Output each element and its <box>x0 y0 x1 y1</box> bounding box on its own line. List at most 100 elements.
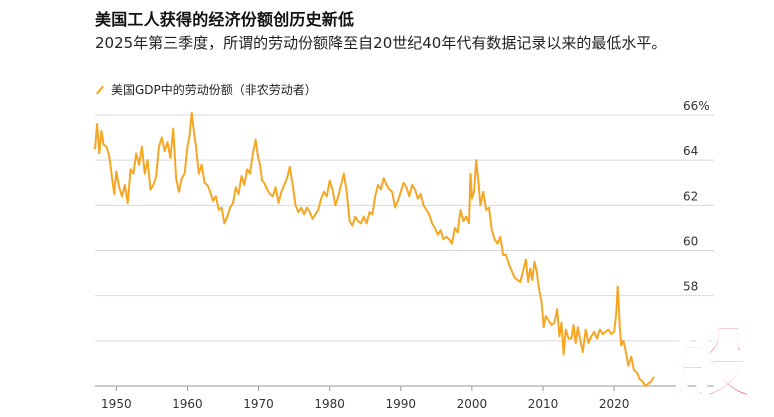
data-point <box>548 319 550 322</box>
data-point <box>300 207 302 209</box>
data-point <box>320 198 322 200</box>
data-point <box>414 188 416 191</box>
data-point <box>360 222 362 224</box>
data-point <box>573 324 575 326</box>
data-point <box>130 168 132 170</box>
data-point <box>166 141 169 143</box>
data-point <box>596 338 598 340</box>
y-tick-label: 66% <box>683 99 710 113</box>
data-point <box>519 281 521 283</box>
data-point <box>653 376 655 378</box>
data-point <box>314 213 316 215</box>
data-point <box>615 313 617 315</box>
data-point <box>144 173 146 175</box>
data-point <box>400 191 402 193</box>
data-point <box>383 177 385 179</box>
data-point <box>115 170 117 173</box>
data-point <box>303 213 305 215</box>
data-point <box>522 270 524 272</box>
data-point <box>590 335 593 337</box>
data-point <box>579 338 581 340</box>
data-point <box>397 200 399 202</box>
data-point <box>607 328 610 331</box>
data-point <box>434 227 436 229</box>
data-point <box>568 338 570 340</box>
data-point <box>617 297 620 299</box>
labor-share-line <box>94 111 655 387</box>
data-point <box>124 184 126 186</box>
data-point <box>545 315 547 317</box>
data-point <box>243 184 245 186</box>
data-point <box>235 186 237 188</box>
data-point <box>511 270 513 272</box>
data-point <box>550 324 553 326</box>
data-point <box>259 164 261 166</box>
data-point <box>496 243 499 245</box>
data-point <box>149 188 152 191</box>
data-point <box>531 279 533 281</box>
data-point <box>428 213 430 215</box>
data-point <box>189 134 191 136</box>
data-point <box>624 349 627 351</box>
data-point <box>541 301 543 303</box>
data-point <box>294 204 297 206</box>
data-point <box>261 179 263 182</box>
data-point <box>582 351 584 353</box>
data-point <box>223 222 225 224</box>
data-point <box>485 209 487 211</box>
data-point <box>203 182 206 184</box>
data-point <box>164 150 166 152</box>
gridlines <box>95 114 714 387</box>
data-point <box>459 209 462 211</box>
data-point <box>619 326 621 328</box>
x-tick-label: 2000 <box>457 397 488 411</box>
data-point <box>343 173 345 175</box>
data-point <box>232 202 234 204</box>
data-point <box>172 127 174 130</box>
data-point <box>309 211 311 213</box>
x-axis-ticks: 1950 1960 1970 1980 1990 2000 2010 2020 <box>101 386 629 411</box>
data-point <box>448 238 450 240</box>
data-point <box>263 182 265 184</box>
data-point <box>431 222 433 224</box>
data-point <box>374 195 376 197</box>
data-point <box>644 385 647 387</box>
data-point <box>354 216 356 218</box>
data-point <box>514 277 516 279</box>
y-tick-label: 64 <box>683 144 698 158</box>
data-point <box>337 195 339 197</box>
data-point <box>105 146 107 148</box>
watermark-logo: 股 <box>671 316 756 411</box>
data-point <box>113 193 115 195</box>
data-point <box>286 177 288 179</box>
data-point <box>479 204 481 206</box>
data-point <box>543 326 545 328</box>
data-point <box>121 195 123 197</box>
data-point <box>639 378 641 380</box>
data-point <box>118 186 120 188</box>
data-point <box>405 186 408 188</box>
data-point <box>556 308 558 310</box>
data-point <box>468 222 470 224</box>
data-point <box>98 152 100 154</box>
x-tick-label: 1950 <box>101 397 132 411</box>
data-point <box>221 207 223 209</box>
data-point <box>206 184 208 186</box>
data-point <box>357 220 359 222</box>
data-point <box>329 179 331 182</box>
data-point <box>175 177 177 179</box>
data-point <box>451 243 453 245</box>
data-point <box>437 234 439 236</box>
data-point <box>570 338 573 340</box>
data-point <box>349 220 351 222</box>
data-point <box>575 342 577 344</box>
x-tick-label: 2020 <box>599 397 630 411</box>
data-point <box>642 380 644 383</box>
data-point <box>536 270 538 272</box>
data-point <box>620 344 622 346</box>
data-point <box>516 279 519 281</box>
data-point <box>585 328 587 331</box>
data-point <box>169 157 171 159</box>
data-point <box>599 328 601 331</box>
data-point <box>155 175 157 177</box>
